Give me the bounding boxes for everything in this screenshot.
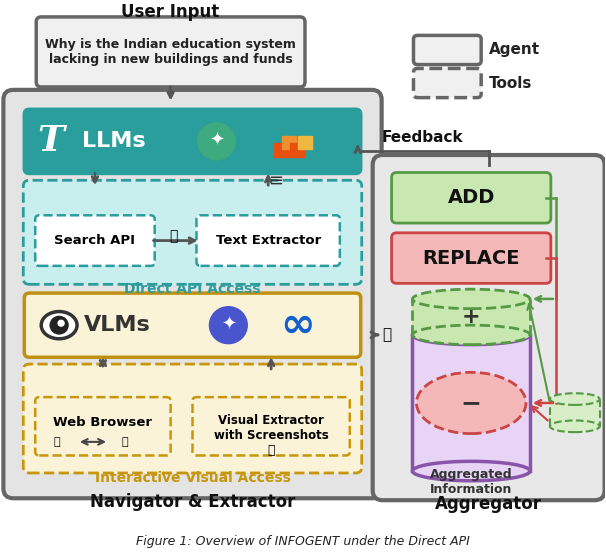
Polygon shape <box>413 299 530 335</box>
Text: Navigator & Extractor: Navigator & Extractor <box>90 493 295 511</box>
FancyBboxPatch shape <box>373 155 605 500</box>
Text: −: − <box>461 391 482 415</box>
FancyBboxPatch shape <box>36 17 305 87</box>
Ellipse shape <box>550 393 599 405</box>
Text: Why is the Indian education system
lacking in new buildings and funds: Why is the Indian education system lacki… <box>45 38 296 66</box>
FancyBboxPatch shape <box>391 172 551 223</box>
Text: Agent: Agent <box>489 42 541 57</box>
Circle shape <box>58 320 64 326</box>
Text: Aggregator: Aggregator <box>435 495 542 513</box>
Text: +: + <box>462 307 481 327</box>
Ellipse shape <box>416 372 526 434</box>
Text: VLMs: VLMs <box>84 315 150 335</box>
FancyBboxPatch shape <box>35 215 155 266</box>
Text: Text Extractor: Text Extractor <box>216 234 321 247</box>
Ellipse shape <box>413 325 530 345</box>
Bar <box>298 136 312 149</box>
Ellipse shape <box>550 421 599 432</box>
Text: User Input: User Input <box>121 3 220 21</box>
Text: T: T <box>38 124 65 158</box>
Text: ✦: ✦ <box>209 132 224 150</box>
Ellipse shape <box>413 289 530 309</box>
Text: Figure 1: Overview of INFOGENT under the Direct API: Figure 1: Overview of INFOGENT under the… <box>136 535 470 547</box>
FancyBboxPatch shape <box>23 180 362 285</box>
Text: Visual Extractor
with Screenshots: Visual Extractor with Screenshots <box>214 414 328 442</box>
Text: Search API: Search API <box>55 234 136 247</box>
FancyBboxPatch shape <box>413 69 481 98</box>
FancyBboxPatch shape <box>391 233 551 283</box>
FancyBboxPatch shape <box>193 397 350 455</box>
Text: 🗒: 🗒 <box>382 328 391 343</box>
Text: 🗒: 🗒 <box>170 229 178 243</box>
Ellipse shape <box>41 311 77 339</box>
Text: 🗒: 🗒 <box>122 437 128 447</box>
Ellipse shape <box>413 325 530 345</box>
Polygon shape <box>550 399 599 426</box>
FancyBboxPatch shape <box>24 293 361 357</box>
Text: Aggregated
Information: Aggregated Information <box>430 468 513 496</box>
Ellipse shape <box>413 461 530 481</box>
Text: ∞: ∞ <box>281 304 315 346</box>
Text: ✦: ✦ <box>221 315 236 333</box>
Text: Tools: Tools <box>489 75 533 90</box>
FancyBboxPatch shape <box>413 35 481 65</box>
Text: REPLACE: REPLACE <box>422 248 520 268</box>
Text: ≡: ≡ <box>268 171 284 189</box>
Text: Interactive Visual Access: Interactive Visual Access <box>95 471 290 485</box>
Circle shape <box>198 123 235 160</box>
Text: 🗒: 🗒 <box>54 437 61 447</box>
Text: 📷: 📷 <box>267 444 275 457</box>
FancyBboxPatch shape <box>24 109 361 174</box>
Text: LLMs: LLMs <box>82 131 145 151</box>
Bar <box>282 136 296 149</box>
Polygon shape <box>413 335 530 471</box>
Text: ADD: ADD <box>448 188 495 207</box>
Text: Feedback: Feedback <box>381 130 463 145</box>
Circle shape <box>50 316 68 334</box>
Bar <box>274 143 288 157</box>
FancyBboxPatch shape <box>196 215 340 266</box>
FancyBboxPatch shape <box>23 364 362 473</box>
Bar <box>290 143 304 157</box>
Text: Direct API Access: Direct API Access <box>124 282 261 296</box>
FancyBboxPatch shape <box>35 397 171 455</box>
Circle shape <box>210 307 247 344</box>
Text: Web Browser: Web Browser <box>53 416 153 429</box>
FancyBboxPatch shape <box>4 90 382 498</box>
